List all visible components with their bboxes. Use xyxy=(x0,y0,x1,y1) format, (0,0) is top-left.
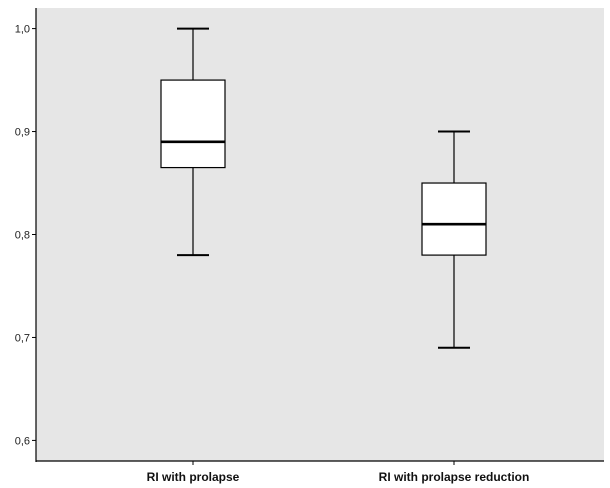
labels: 0,6 0,7 0,8 0,9 1,0 RI with prolapse RI with p… xyxy=(15,24,530,484)
y-tick-label: 0,7 xyxy=(15,332,30,344)
category-label: RI with prolapse xyxy=(147,470,240,484)
y-tick-label: 0,8 xyxy=(15,230,30,242)
y-tick-label: 0,6 xyxy=(15,435,30,447)
iqr-box xyxy=(160,79,226,169)
iqr-box xyxy=(421,182,487,256)
box-2 xyxy=(421,130,487,349)
axes xyxy=(32,8,604,465)
y-tick-label: 1,0 xyxy=(15,24,30,36)
category-label: RI with prolapse reduction xyxy=(379,470,530,484)
y-tick-label: 0,9 xyxy=(15,127,30,139)
plot-background xyxy=(36,8,604,461)
boxes xyxy=(160,27,487,349)
box-1 xyxy=(160,27,226,257)
